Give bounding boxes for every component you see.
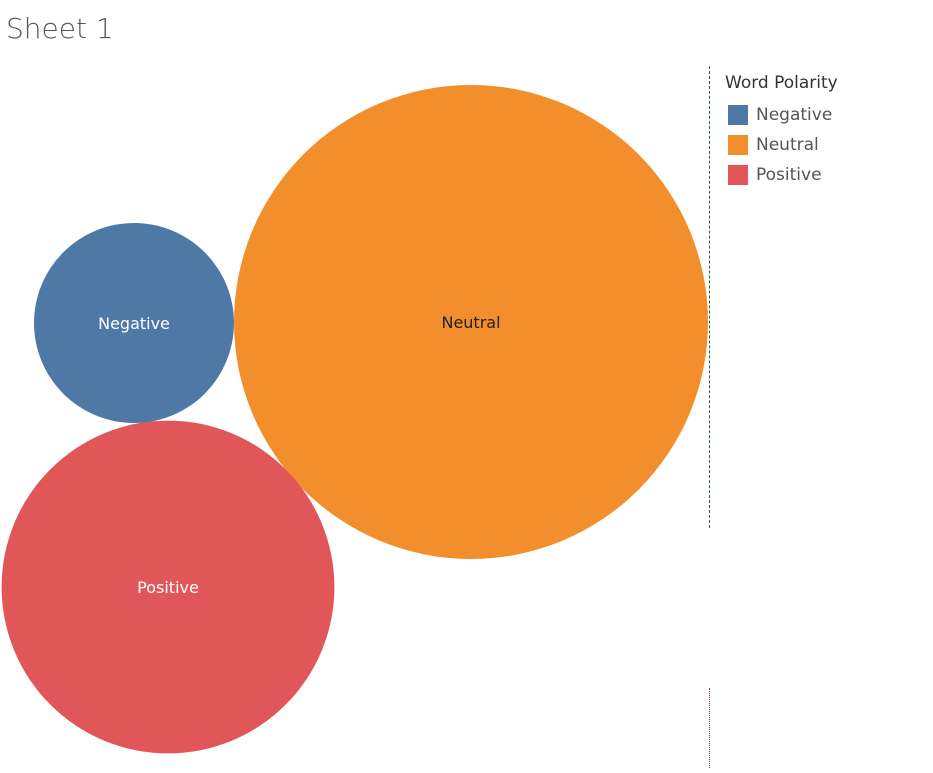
legend-swatch-negative <box>728 105 748 125</box>
bubble-negative[interactable] <box>34 223 234 423</box>
legend-swatch-positive <box>728 165 748 185</box>
legend-item-neutral[interactable]: Neutral <box>728 130 925 160</box>
bubble-label-neutral: Neutral <box>441 313 500 332</box>
legend-label-positive: Positive <box>756 165 822 185</box>
legend-item-positive[interactable]: Positive <box>728 160 925 190</box>
legend-label-negative: Negative <box>756 105 833 125</box>
legend-divider-lower <box>709 688 710 768</box>
legend-swatch-neutral <box>728 135 748 155</box>
legend: Word Polarity Negative Neutral Positive <box>725 72 925 190</box>
bubble-positive[interactable] <box>1 420 335 754</box>
legend-item-negative[interactable]: Negative <box>728 100 925 130</box>
legend-title: Word Polarity <box>725 73 838 93</box>
bubble-label-positive: Positive <box>137 578 199 597</box>
legend-label-neutral: Neutral <box>756 135 819 155</box>
legend-divider <box>709 66 710 528</box>
bubble-neutral[interactable] <box>234 85 708 559</box>
bubble-label-negative: Negative <box>98 314 170 333</box>
sheet-title: Sheet 1 <box>6 12 114 45</box>
